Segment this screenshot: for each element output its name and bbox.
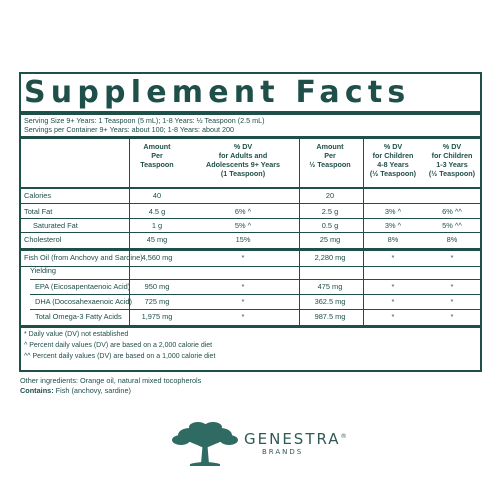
row-dv: * [241, 253, 245, 262]
contains-label: Contains: [20, 386, 54, 395]
table-row: Total Fat 4.5 g 6% ^ 2.5 g 3% ^ 6% ^^ [21, 206, 480, 218]
header-dv-children-1-3: % DV for Children 1-3 Years (½ Teaspoon) [428, 142, 476, 178]
other-ingredients: Other ingredients: Orange oil, natural m… [20, 376, 202, 385]
brand-name: GENESTRA® [244, 430, 349, 448]
row-amount-half: 362.5 mg [314, 297, 346, 306]
row-dv-4-8: 8% [387, 235, 399, 244]
row-divider [21, 266, 480, 267]
row-dv-1-3: 5% ^^ [442, 221, 462, 230]
row-dv-1-3: * [450, 312, 454, 321]
row-amount-half: 2,280 mg [314, 253, 346, 262]
panel-title: Supplement Facts [24, 75, 411, 110]
row-amount: 40 [152, 191, 162, 200]
table-row: Total Omega-3 Fatty Acids 1,975 mg * 987… [21, 311, 480, 323]
row-dv-1-3: * [450, 282, 454, 291]
row-dv-4-8: 3% ^ [384, 207, 402, 216]
row-label: Total Omega-3 Fatty Acids [35, 312, 122, 321]
row-dv-1-3: 8% [446, 235, 458, 244]
row-divider [21, 232, 480, 233]
row-amount-half: 25 mg [319, 235, 341, 244]
servings-per-container: Servings per Container 9+ Years: about 1… [24, 125, 234, 134]
contains-value: Fish (anchovy, sardine) [53, 386, 131, 395]
serving-rule [21, 136, 480, 139]
row-amount: 725 mg [144, 297, 170, 306]
row-amount: 4,560 mg [141, 253, 173, 262]
row-divider [30, 294, 480, 295]
header-dv-adults: % DV for Adults and Adolescents 9+ Years… [206, 142, 280, 178]
row-dv: * [241, 312, 245, 321]
header-dv-children-4-8: % DV for Children 4-8 Years (½ Teaspoon) [369, 142, 417, 178]
row-dv-1-3: * [450, 297, 454, 306]
table-row: Calories 40 20 [21, 190, 480, 202]
table-row: EPA (Eicosapentaenoic Acid) 950 mg * 475… [21, 281, 480, 293]
tree-logo-icon [172, 422, 238, 466]
row-amount-half: 20 [325, 191, 335, 200]
column-divider [363, 139, 364, 325]
row-amount: 45 mg [146, 235, 168, 244]
supplement-facts-panel [19, 72, 482, 372]
footnote-2000-calorie: ^ Percent daily values (DV) are based on… [24, 342, 213, 349]
footnote-1000-calorie: ^^ Percent daily values (DV) are based o… [24, 353, 216, 360]
row-dv-4-8: * [391, 297, 395, 306]
row-label: Saturated Fat [33, 221, 78, 230]
section-rule [21, 248, 480, 251]
header-amount-half-teaspoon: Amount Per ½ Teaspoon [309, 142, 351, 169]
header-amount-per-teaspoon: Amount Per Teaspoon [140, 142, 174, 169]
row-label: Fish Oil (from Anchovy and Sardine) [24, 253, 143, 262]
row-divider [21, 218, 480, 219]
row-divider [21, 203, 480, 204]
row-dv-1-3: 6% ^^ [442, 207, 462, 216]
row-dv-4-8: 3% ^ [384, 221, 402, 230]
table-row: Cholesterol 45 mg 15% 25 mg 8% 8% [21, 234, 480, 246]
row-label: DHA (Docosahexaenoic Acid) [35, 297, 132, 306]
row-dv: 5% ^ [234, 221, 252, 230]
contains-line: Contains: Fish (anchovy, sardine) [20, 386, 131, 396]
row-dv-1-3: * [450, 253, 454, 262]
row-label: Calories [24, 191, 52, 200]
footnote-dv-not-established: * Daily value (DV) not established [24, 331, 129, 338]
title-rule [21, 111, 480, 115]
row-label: EPA (Eicosapentaenoic Acid) [35, 282, 131, 291]
brand-sub: BRANDS [262, 448, 304, 456]
row-divider [30, 279, 480, 280]
row-dv: 15% [235, 235, 251, 244]
row-label: Cholesterol [24, 235, 62, 244]
registered-mark: ® [340, 433, 349, 440]
row-dv-4-8: * [391, 312, 395, 321]
row-amount-half: 475 mg [317, 282, 343, 291]
row-dv: 6% ^ [234, 207, 252, 216]
table-row: DHA (Docosahexaenoic Acid) 725 mg * 362.… [21, 296, 480, 308]
row-dv: * [241, 297, 245, 306]
serving-size: Serving Size 9+ Years: 1 Teaspoon (5 mL)… [24, 116, 265, 125]
column-divider [299, 139, 300, 325]
table-row: Saturated Fat 1 g 5% ^ 0.5 g 3% ^ 5% ^^ [21, 220, 480, 232]
footnote-rule [21, 325, 480, 328]
row-dv-4-8: * [391, 253, 395, 262]
row-dv: * [241, 282, 245, 291]
row-dv-4-8: * [391, 282, 395, 291]
row-amount: 1,975 mg [141, 312, 173, 321]
yielding-label: Yielding [30, 266, 57, 275]
row-amount-half: 0.5 g [321, 221, 339, 230]
row-divider [30, 309, 480, 310]
row-amount: 950 mg [144, 282, 170, 291]
row-amount-half: 2.5 g [321, 207, 339, 216]
row-label: Total Fat [24, 207, 53, 216]
row-amount: 1 g [151, 221, 163, 230]
row-amount: 4.5 g [148, 207, 166, 216]
header-rule [21, 187, 480, 189]
row-amount-half: 987.5 mg [314, 312, 346, 321]
table-row: Fish Oil (from Anchovy and Sardine) 4,56… [21, 252, 480, 264]
column-divider [129, 139, 130, 325]
